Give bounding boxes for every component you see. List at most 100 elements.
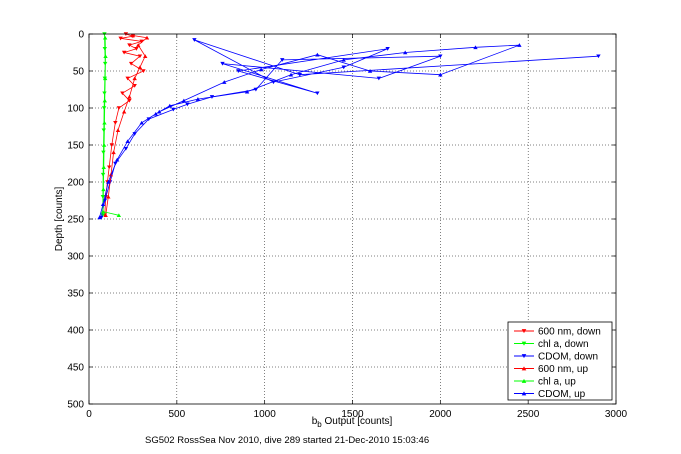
data-point — [132, 84, 137, 88]
data-point — [367, 69, 373, 73]
series-group — [97, 32, 601, 220]
data-point — [403, 50, 408, 55]
data-point — [341, 65, 346, 70]
data-point — [596, 54, 601, 59]
series-line — [102, 37, 119, 216]
data-point — [102, 120, 107, 125]
x-tick-label: 1000 — [254, 409, 277, 420]
data-point — [100, 209, 106, 214]
x-axis-label: bb Output [counts] — [312, 416, 393, 429]
data-point — [171, 107, 176, 112]
y-tick-label: 0 — [78, 30, 84, 41]
data-point — [102, 47, 108, 51]
legend-swatch-marker — [521, 341, 527, 346]
data-point — [280, 58, 285, 62]
data-point — [109, 143, 115, 147]
y-tick-label: 350 — [67, 289, 84, 300]
data-point — [181, 98, 187, 103]
data-point — [143, 54, 148, 58]
legend-swatch-marker — [521, 354, 527, 359]
data-point — [103, 213, 108, 218]
data-point — [134, 47, 139, 51]
data-point — [220, 61, 225, 66]
series-line — [99, 44, 520, 218]
data-point — [438, 72, 443, 77]
data-point — [192, 38, 197, 42]
data-point — [115, 128, 121, 132]
x-tick-label: 1500 — [341, 409, 364, 420]
data-point — [102, 35, 108, 40]
y-tick-label: 250 — [67, 215, 84, 226]
y-tick-label: 100 — [67, 104, 84, 115]
data-point — [121, 50, 127, 55]
x-tick-label: 0 — [86, 409, 92, 420]
data-point — [114, 157, 120, 162]
legend-swatch-marker — [521, 329, 527, 334]
data-point — [288, 72, 294, 77]
data-point — [102, 98, 108, 103]
data-point — [517, 43, 522, 47]
y-tick-label: 450 — [67, 363, 84, 374]
legend-swatch-marker — [521, 366, 527, 371]
data-point — [125, 76, 130, 81]
legend-label: chl a, down — [538, 339, 589, 350]
data-point — [111, 150, 116, 155]
legend-box — [507, 321, 613, 401]
x-axis-label-sub: b — [317, 420, 322, 429]
data-point — [116, 213, 122, 218]
data-point — [127, 43, 132, 48]
data-point — [222, 80, 227, 84]
data-point — [100, 195, 106, 199]
x-tick-label: 3000 — [605, 409, 628, 420]
legend-label: CDOM, down — [538, 352, 598, 363]
x-axis-label-rest: Output [counts] — [322, 416, 393, 427]
series-5 — [97, 43, 522, 220]
data-point — [137, 54, 143, 59]
data-point — [102, 76, 108, 81]
data-point — [185, 102, 190, 107]
data-point — [101, 187, 106, 192]
data-point — [258, 67, 264, 72]
data-point — [128, 61, 134, 66]
data-point — [97, 215, 102, 220]
y-tick-label: 50 — [73, 67, 85, 78]
data-point — [315, 91, 320, 96]
ticks-group: 0 500 1000 1500 2000 2500 30000501001502002503… — [67, 30, 627, 421]
data-point — [146, 117, 151, 122]
legend-swatch-marker — [521, 391, 527, 396]
series-4 — [100, 35, 122, 218]
data-point — [113, 121, 118, 125]
y-tick-label: 400 — [67, 326, 84, 337]
legend-label: 600 nm, down — [538, 327, 601, 338]
data-point — [123, 146, 129, 151]
x-axis-label-main: b — [312, 416, 318, 427]
legend-label: 600 nm, up — [538, 364, 588, 375]
x-tick-label: 2500 — [517, 409, 540, 420]
y-tick-label: 200 — [67, 178, 84, 189]
data-point — [157, 109, 162, 114]
data-point — [130, 33, 136, 38]
data-point — [101, 165, 106, 169]
data-point — [120, 91, 125, 96]
data-point — [121, 109, 127, 114]
data-point — [376, 76, 382, 81]
data-point — [127, 94, 132, 99]
data-point — [244, 89, 250, 94]
data-point — [101, 143, 107, 147]
data-point — [102, 91, 107, 96]
data-point — [125, 139, 130, 144]
data-point — [139, 120, 144, 125]
y-axis-label: Depth [counts] — [54, 187, 65, 252]
data-point — [132, 76, 137, 81]
data-point — [101, 128, 106, 133]
data-point — [167, 103, 173, 108]
data-point — [106, 194, 111, 199]
data-point — [116, 106, 122, 110]
y-tick-label: 500 — [67, 400, 84, 411]
legend-label: chl a, up — [538, 377, 576, 388]
data-point — [118, 36, 123, 41]
x-tick-label: 2000 — [429, 409, 452, 420]
data-point — [315, 52, 320, 57]
data-point — [101, 150, 106, 155]
